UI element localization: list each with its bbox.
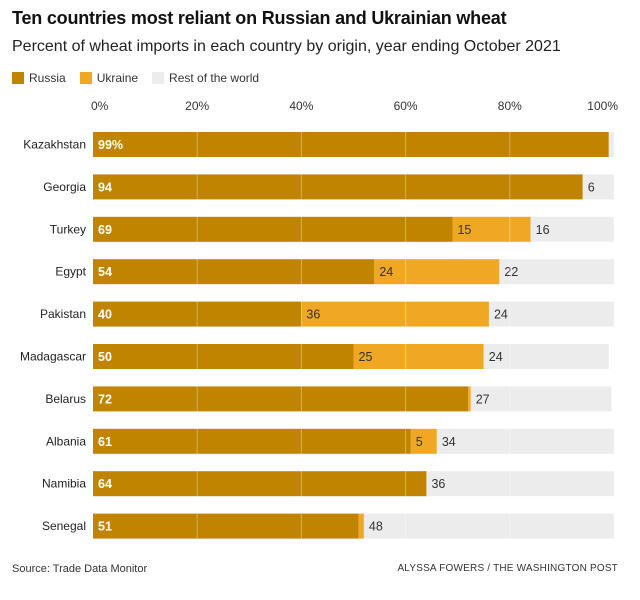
chart-legend: Russia Ukraine Rest of the world: [12, 70, 273, 86]
stacked-bar-chart: 0% 20% 40% 60% 80% 100% Kazakhstan 99% Georgia 94…: [0, 95, 640, 555]
legend-label-russia: Russia: [29, 71, 66, 85]
bar-russia-egypt: [93, 259, 374, 284]
category-label-kazakhstan: Kazakhstan: [23, 138, 86, 152]
legend-item-russia: Russia: [12, 71, 66, 85]
x-tick-label: 80%: [498, 99, 522, 113]
bar-russia-madagascar: [93, 344, 354, 369]
legend-swatch-russia: [12, 72, 24, 84]
bar-rest-of-the-world-namibia: [426, 471, 614, 496]
category-label-albania: Albania: [46, 434, 86, 448]
bar-russia-senegal: [93, 514, 359, 539]
category-label-turkey: Turkey: [50, 222, 86, 236]
bar-russia-namibia: [93, 471, 426, 496]
legend-label-rest-of-world: Rest of the world: [169, 71, 259, 85]
data-label-rest-of-the-world-pakistan: 24: [494, 308, 508, 322]
legend-item-rest-of-world: Rest of the world: [152, 71, 259, 85]
x-tick-label: 60%: [394, 99, 418, 113]
category-label-egypt: Egypt: [55, 265, 86, 279]
bar-russia-belarus: [93, 386, 468, 411]
category-label-namibia: Namibia: [42, 477, 86, 491]
data-label-ukraine-egypt: 24: [379, 265, 393, 279]
x-tick-label: 20%: [185, 99, 209, 113]
data-label-rest-of-the-world-egypt: 22: [504, 265, 518, 279]
chart-title: Ten countries most reliant on Russian an…: [12, 8, 506, 29]
bar-rest-of-the-world-belarus: [471, 386, 612, 411]
category-label-pakistan: Pakistan: [40, 307, 86, 321]
data-label-russia-madagascar: 50: [98, 350, 112, 364]
category-label-belarus: Belarus: [45, 392, 86, 406]
data-label-russia-turkey: 69: [98, 223, 112, 237]
bar-ukraine-senegal: [359, 514, 364, 539]
x-tick-label: 100%: [587, 99, 618, 113]
legend-item-ukraine: Ukraine: [80, 71, 138, 85]
data-label-russia-belarus: 72: [98, 392, 112, 406]
data-label-russia-georgia: 94: [98, 180, 112, 194]
data-label-rest-of-the-world-turkey: 16: [536, 223, 550, 237]
bar-russia-georgia: [93, 174, 583, 199]
data-label-russia-namibia: 64: [98, 477, 112, 491]
bar-russia-kazakhstan: [93, 132, 609, 157]
bar-russia-albania: [93, 429, 411, 454]
data-label-rest-of-the-world-namibia: 36: [431, 477, 445, 491]
bar-russia-turkey: [93, 217, 452, 242]
x-tick-label: 40%: [289, 99, 313, 113]
bar-rest-of-the-world-kazakhstan: [609, 132, 614, 157]
bar-rest-of-the-world-senegal: [364, 514, 614, 539]
data-label-ukraine-pakistan: 36: [306, 308, 320, 322]
legend-swatch-rest-of-world: [152, 72, 164, 84]
bar-ukraine-madagascar: [354, 344, 484, 369]
data-label-russia-albania: 61: [98, 435, 112, 449]
source-note: Source: Trade Data Monitor: [12, 563, 147, 575]
data-label-rest-of-the-world-madagascar: 24: [489, 350, 503, 364]
data-label-russia-egypt: 54: [98, 265, 112, 279]
bar-ukraine-belarus: [468, 386, 471, 411]
data-label-ukraine-madagascar: 25: [359, 350, 373, 364]
data-label-rest-of-the-world-georgia: 6: [588, 180, 595, 194]
data-label-rest-of-the-world-belarus: 27: [476, 392, 490, 406]
data-label-rest-of-the-world-senegal: 48: [369, 520, 383, 534]
data-label-russia-kazakhstan: 99%: [98, 138, 123, 152]
data-label-russia-senegal: 51: [98, 520, 112, 534]
x-tick-label: 0%: [91, 99, 109, 113]
data-label-ukraine-albania: 5: [416, 435, 423, 449]
data-label-rest-of-the-world-albania: 34: [442, 435, 456, 449]
bar-rest-of-the-world-albania: [437, 429, 614, 454]
category-label-madagascar: Madagascar: [20, 350, 86, 364]
bar-ukraine-pakistan: [301, 302, 489, 327]
category-label-senegal: Senegal: [42, 519, 86, 533]
data-label-russia-pakistan: 40: [98, 308, 112, 322]
bar-ukraine-albania: [411, 429, 437, 454]
credit-line: ALYSSA FOWERS / THE WASHINGTON POST: [397, 563, 618, 574]
legend-label-ukraine: Ukraine: [97, 71, 138, 85]
category-label-georgia: Georgia: [43, 180, 86, 194]
chart-subtitle: Percent of wheat imports in each country…: [12, 38, 561, 56]
data-label-ukraine-turkey: 15: [457, 223, 471, 237]
legend-swatch-ukraine: [80, 72, 92, 84]
